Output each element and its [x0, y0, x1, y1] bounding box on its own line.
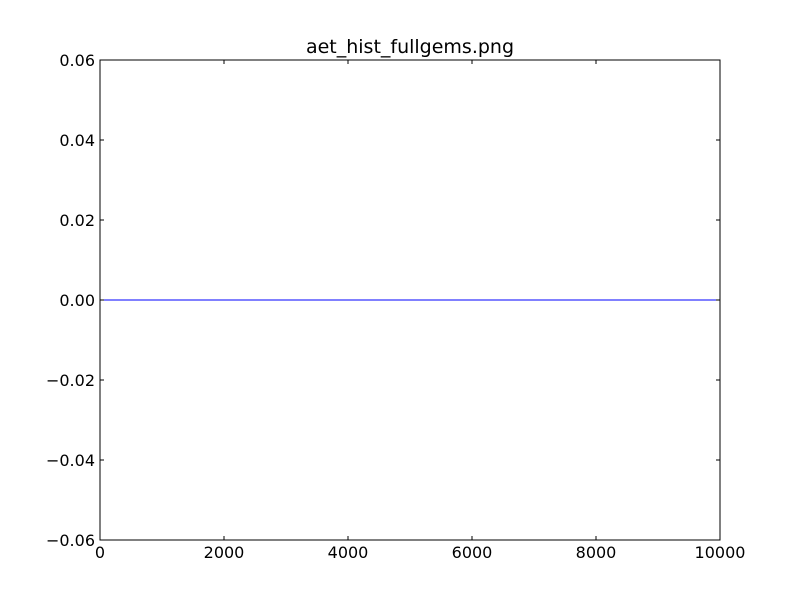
y-tick-label: 0.06 — [59, 51, 95, 70]
x-tick-label: 2000 — [204, 543, 245, 562]
y-tick-label: −0.02 — [46, 371, 95, 390]
plot-frame — [99, 59, 721, 541]
y-tick-label: 0.00 — [59, 291, 95, 310]
plot-area — [99, 59, 721, 541]
chart-title: aet_hist_fullgems.png — [306, 36, 514, 58]
x-tick-label: 6000 — [452, 543, 493, 562]
y-tick-label: −0.04 — [46, 451, 95, 470]
y-axis-tick-labels: 0.06 0.04 0.02 0.00 −0.02 −0.04 −0.06 — [46, 51, 95, 550]
y-tick-label: −0.06 — [46, 531, 95, 550]
y-tick-label: 0.04 — [59, 131, 95, 150]
x-tick-label: 10000 — [695, 543, 746, 562]
x-tick-label: 0 — [95, 543, 105, 562]
x-tick-label: 4000 — [328, 543, 369, 562]
y-tick-label: 0.02 — [59, 211, 95, 230]
x-axis-tick-labels: 0 2000 4000 6000 8000 10000 — [95, 543, 746, 562]
x-tick-label: 8000 — [576, 543, 617, 562]
